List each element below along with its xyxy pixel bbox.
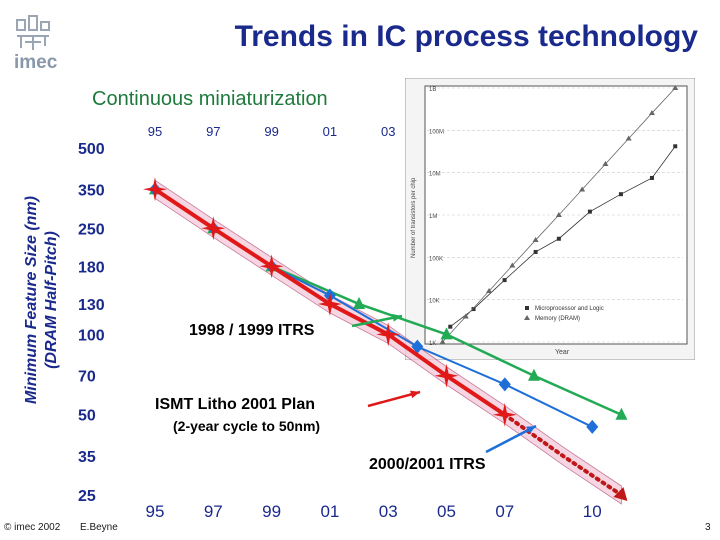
inset-point-memory-dram-2000 xyxy=(672,85,679,90)
x-tick-bottom-label-95: 95 xyxy=(146,502,165,521)
inset-point-microprocessor-and-logic-2000 xyxy=(673,144,678,149)
point-2000-2001-itrs-2010 xyxy=(586,419,599,434)
inset-y-tick-1k: 1K xyxy=(429,341,436,347)
y-tick-label-130: 130 xyxy=(78,297,105,314)
callout-arrow-2000-2001-head xyxy=(526,426,536,434)
inset-x-axis-label: Year xyxy=(555,349,570,356)
annotation-ismt-litho-plan: ISMT Litho 2001 Plan xyxy=(152,396,319,414)
inset-point-microprocessor-and-logic-1993 xyxy=(618,192,623,197)
point-ismt-litho-2001-plan-2001 xyxy=(317,292,342,316)
point-ismt-litho-2001-plan-1995 xyxy=(143,177,167,202)
point-ismt-litho-2001-plan-2005 xyxy=(434,363,459,388)
y-tick-label-350: 350 xyxy=(78,182,105,199)
y-tick-label-70: 70 xyxy=(78,369,96,386)
inset-legend-marker-memory-dram xyxy=(524,315,530,320)
callout-arrow-1998-1999-head xyxy=(392,313,402,322)
page-number: 3 xyxy=(705,522,711,533)
x-tick-top-label-03: 03 xyxy=(381,124,395,139)
footer-copyright: © imec 2002 xyxy=(4,522,61,533)
inset-point-microprocessor-and-logic-1985 xyxy=(556,236,561,241)
inset-legend-label-microprocessor-and-logic: Microprocessor and Logic xyxy=(535,306,604,312)
x-tick-bottom-label-01: 01 xyxy=(320,502,339,521)
y-tick-label-35: 35 xyxy=(78,449,96,466)
inset-point-microprocessor-and-logic-1989 xyxy=(587,209,592,214)
slide-subtitle: Continuous miniaturization xyxy=(92,88,328,110)
y-tick-label-25: 25 xyxy=(78,488,96,505)
inset-point-memory-dram-1982 xyxy=(532,237,539,243)
inset-point-microprocessor-and-logic-1974 xyxy=(471,307,476,312)
y-tick-label-250: 250 xyxy=(78,221,105,238)
annotation-1998-1999-itrs: 1998 / 1999 ITRS xyxy=(186,322,318,340)
point-1998-1999-itrs-2008 xyxy=(527,368,540,381)
inset-legend-label-memory-dram: Memory (DRAM) xyxy=(535,316,580,322)
y-tick-label-500: 500 xyxy=(78,141,105,158)
annotation-2-year-cycle: (2-year cycle to 50nm) xyxy=(170,418,324,434)
inset-y-tick-10m: 10M xyxy=(429,172,441,178)
inset-point-memory-dram-1970 xyxy=(439,339,446,344)
inset-point-memory-dram-1985 xyxy=(555,212,562,217)
x-tick-top-label-99: 99 xyxy=(264,124,278,139)
inset-point-microprocessor-and-logic-1978 xyxy=(502,278,507,283)
inset-y-axis-label: Number of transistors per chip xyxy=(411,177,417,258)
inset-y-tick-10k: 10K xyxy=(429,299,440,305)
inset-transistor-chart: Number of transistors per chip Year 1B 10… xyxy=(405,78,695,360)
projection-arrow-head xyxy=(613,487,628,501)
y-tick-label-180: 180 xyxy=(78,259,105,276)
point-1998-1999-itrs-2011 xyxy=(615,407,628,420)
inset-point-microprocessor-and-logic-1971 xyxy=(448,324,453,329)
inset-point-memory-dram-1979 xyxy=(509,262,516,268)
y-tick-label-50: 50 xyxy=(78,408,96,425)
imec-logo-icon xyxy=(16,15,50,50)
inset-point-memory-dram-1973 xyxy=(462,313,469,319)
y-tick-label-100: 100 xyxy=(78,327,105,344)
callout-arrow-ismt-head xyxy=(410,390,420,399)
x-tick-bottom-label-99: 99 xyxy=(262,502,281,521)
point-ismt-litho-2001-plan-1997 xyxy=(201,216,226,241)
annotation-2000-2001-itrs: 2000/2001 ITRS xyxy=(366,456,489,474)
slide-title: Trends in IC process technology xyxy=(234,20,698,53)
point-ismt-litho-2001-plan-2007 xyxy=(492,402,517,427)
point-2000-2001-itrs-2007 xyxy=(498,377,511,392)
series-line-1998-1999-itrs xyxy=(153,188,623,416)
logo-text: imec xyxy=(14,52,58,73)
x-tick-bottom-label-97: 97 xyxy=(204,502,223,521)
inset-point-memory-dram-1994 xyxy=(625,135,632,141)
inset-point-microprocessor-and-logic-1982 xyxy=(533,249,538,254)
inset-y-tick-100m: 100M xyxy=(429,129,444,135)
x-tick-bottom-label-03: 03 xyxy=(379,502,398,521)
point-1998-1999-itrs-2002 xyxy=(353,297,366,310)
point-ismt-litho-2001-plan-1999 xyxy=(259,254,284,279)
point-ismt-litho-2001-plan-2003 xyxy=(376,322,401,347)
inset-legend-marker-microprocessor-and-logic xyxy=(525,306,529,310)
inset-point-memory-dram-1997 xyxy=(648,110,655,116)
inset-y-tick-1b: 1B xyxy=(429,87,436,93)
inset-point-memory-dram-1976 xyxy=(486,288,493,294)
callout-arrow-2000-2001 xyxy=(485,424,537,454)
x-tick-top-label-01: 01 xyxy=(323,124,337,139)
inset-point-memory-dram-1988 xyxy=(579,186,586,192)
inset-y-tick-1m: 1M xyxy=(429,214,437,220)
series-line-2-year-cycle-to-50nm xyxy=(502,412,624,497)
x-tick-top-label-97: 97 xyxy=(206,124,220,139)
x-tick-bottom-label-10: 10 xyxy=(583,502,602,521)
inset-point-microprocessor-and-logic-1997 xyxy=(649,175,654,180)
footer-author: E.Beyne xyxy=(80,522,118,533)
x-tick-top-label-95: 95 xyxy=(148,124,162,139)
x-tick-bottom-label-07: 07 xyxy=(495,502,514,521)
point-2000-2001-itrs-2004 xyxy=(411,339,424,354)
point-1998-1999-itrs-2005 xyxy=(440,327,453,340)
inset-point-memory-dram-1991 xyxy=(602,161,609,167)
inset-y-tick-100k: 100K xyxy=(429,256,443,262)
x-tick-bottom-label-05: 05 xyxy=(437,502,456,521)
